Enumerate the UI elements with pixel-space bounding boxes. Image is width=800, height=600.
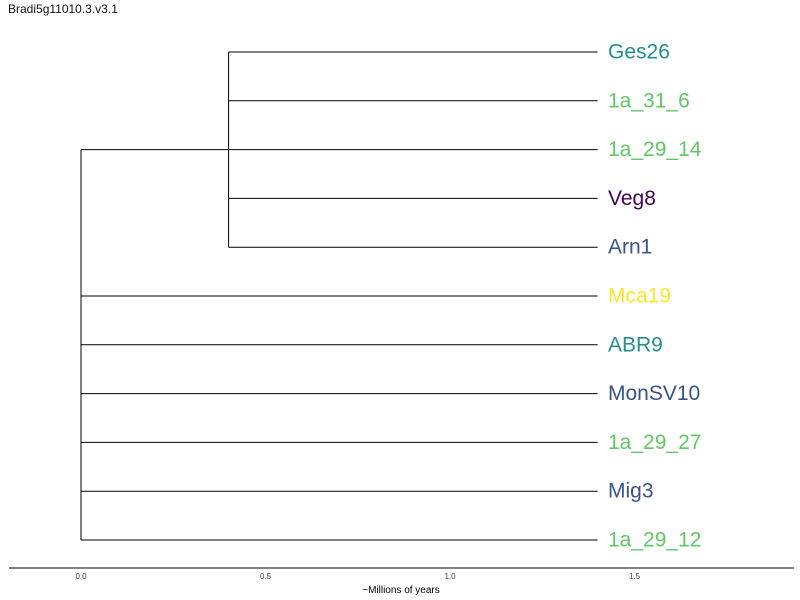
leaf-label: Mca19	[608, 285, 671, 308]
leaf-label: ABR9	[608, 333, 663, 356]
leaf-label: 1a_29_14	[608, 138, 702, 161]
leaf-label: 1a_29_27	[608, 431, 701, 454]
leaf-label: Ges26	[608, 41, 670, 64]
leaf-label: Arn1	[608, 236, 652, 259]
axis-tick-label: 1.5	[629, 572, 641, 581]
axis-tick-label: 1.0	[444, 572, 456, 581]
time-axis: ~Millions of years 0.0 0.5 1.0 1.5	[9, 567, 794, 596]
leaf-label: Mig3	[608, 480, 654, 503]
axis-title: ~Millions of years	[362, 585, 440, 596]
leaf-label: 1a_29_12	[608, 529, 701, 552]
leaf-label: MonSV10	[608, 382, 700, 405]
leaf-label: 1a_31_6	[608, 89, 690, 112]
leaf-label: Veg8	[608, 187, 656, 210]
axis-tick-label: 0.0	[75, 572, 87, 581]
page-title: Bradi5g11010.3.v3.1	[8, 2, 118, 16]
axis-tick-label: 0.5	[260, 572, 272, 581]
tree-branches	[80, 51, 598, 541]
leaf-labels: Ges26 1a_31_6 1a_29_14 Veg8 Arn1 Mca19 ABR9 Mon…	[608, 41, 702, 552]
